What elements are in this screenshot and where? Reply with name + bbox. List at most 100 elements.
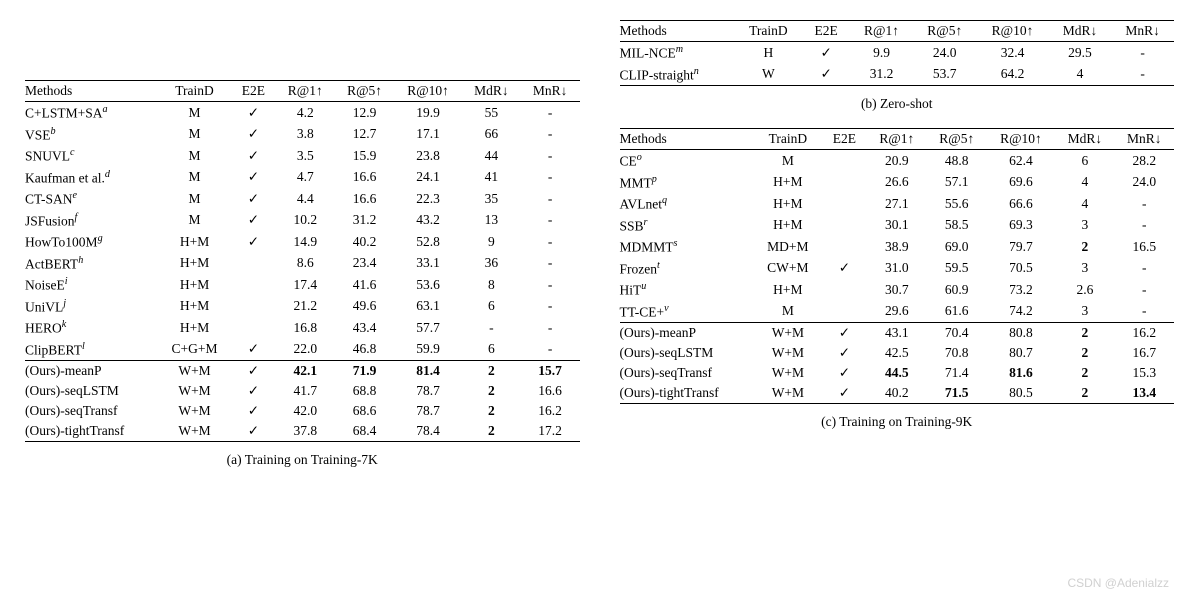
cell: 2 <box>1055 343 1114 363</box>
right-col: MethodsTrainDE2ER@1↑R@5↑R@10↑MdR↓MnR↓MIL… <box>620 20 1175 484</box>
cell: 28.2 <box>1115 150 1174 172</box>
cell: 22.3 <box>394 188 462 210</box>
cell: 53.6 <box>394 274 462 296</box>
cell: 68.6 <box>335 401 394 421</box>
col-header: TrainD <box>158 81 231 102</box>
cell: 4.7 <box>276 167 335 189</box>
method-cell: UniVLj <box>25 296 158 318</box>
cell: 41 <box>462 167 521 189</box>
cell <box>231 274 276 296</box>
cell: 2 <box>462 401 521 421</box>
check-icon <box>248 363 259 378</box>
method-cell: (Ours)-meanP <box>25 361 158 382</box>
check-icon <box>839 365 850 380</box>
cell: 2 <box>1055 236 1114 258</box>
cell: M <box>754 150 822 172</box>
cell: 2 <box>462 381 521 401</box>
cell: 58.5 <box>927 215 987 237</box>
method-cell: SNUVLc <box>25 145 158 167</box>
col-header: MnR↓ <box>1111 21 1174 42</box>
cell: 31.0 <box>867 258 927 280</box>
cell: 78.7 <box>394 381 462 401</box>
cell: M <box>158 167 231 189</box>
cell: - <box>521 102 580 124</box>
check-icon <box>839 260 850 275</box>
cell: 3.8 <box>276 124 335 146</box>
cell <box>231 124 276 146</box>
table-caption: (c) Training on Training-9K <box>620 414 1175 430</box>
method-cell: ActBERTh <box>25 253 158 275</box>
cell: 2 <box>462 421 521 442</box>
cell: W+M <box>158 361 231 382</box>
cell <box>231 167 276 189</box>
col-header: R@1↑ <box>850 21 913 42</box>
cell: H+M <box>158 317 231 339</box>
cell: 43.1 <box>867 323 927 344</box>
cell: 2 <box>1055 323 1114 344</box>
cell: 55.6 <box>927 193 987 215</box>
cell: 6 <box>1055 150 1114 172</box>
col-header: E2E <box>802 21 849 42</box>
cell: 15.7 <box>521 361 580 382</box>
cell: - <box>521 339 580 361</box>
cell <box>231 231 276 253</box>
cell: - <box>1111 42 1174 64</box>
cell: 70.5 <box>987 258 1056 280</box>
cell: 57.1 <box>927 172 987 194</box>
cell: 4.2 <box>276 102 335 124</box>
cell: 15.9 <box>335 145 394 167</box>
cell: 27.1 <box>867 193 927 215</box>
left-col: MethodsTrainDE2ER@1↑R@5↑R@10↑MdR↓MnR↓C+L… <box>25 20 580 484</box>
cell: - <box>521 210 580 232</box>
cell: 3 <box>1055 215 1114 237</box>
method-cell: ClipBERTl <box>25 339 158 361</box>
cell: 20.9 <box>867 150 927 172</box>
cell: 8 <box>462 274 521 296</box>
cell: 2 <box>1055 383 1114 404</box>
col-header: Methods <box>620 129 754 150</box>
cell: 36 <box>462 253 521 275</box>
cell: 3 <box>1055 301 1114 323</box>
cell: 33.1 <box>394 253 462 275</box>
cell: 26.6 <box>867 172 927 194</box>
cell: 68.8 <box>335 381 394 401</box>
cell <box>231 317 276 339</box>
cell <box>822 150 867 172</box>
cell: H+M <box>158 296 231 318</box>
check-icon <box>248 169 259 184</box>
cell: 32.4 <box>976 42 1048 64</box>
cell: 68.4 <box>335 421 394 442</box>
cell <box>822 236 867 258</box>
cell: 23.8 <box>394 145 462 167</box>
check-icon <box>248 423 259 438</box>
cell: 29.6 <box>867 301 927 323</box>
cell: 60.9 <box>927 279 987 301</box>
check-icon <box>248 383 259 398</box>
cell: 78.7 <box>394 401 462 421</box>
cell: 19.9 <box>394 102 462 124</box>
cell: 4 <box>1055 193 1114 215</box>
cell: 21.2 <box>276 296 335 318</box>
cell: W+M <box>158 381 231 401</box>
col-header: E2E <box>822 129 867 150</box>
method-cell: TT-CE+v <box>620 301 754 323</box>
col-header: R@1↑ <box>867 129 927 150</box>
method-cell: HowTo100Mg <box>25 231 158 253</box>
cell: 61.6 <box>927 301 987 323</box>
cell: 16.2 <box>521 401 580 421</box>
cell: 10.2 <box>276 210 335 232</box>
cell: 41.6 <box>335 274 394 296</box>
cell: 42.5 <box>867 343 927 363</box>
cell: 16.5 <box>1115 236 1174 258</box>
cell <box>231 145 276 167</box>
method-cell: CT-SANe <box>25 188 158 210</box>
cell: 44 <box>462 145 521 167</box>
cell: H+M <box>754 279 822 301</box>
tables-wrap: MethodsTrainDE2ER@1↑R@5↑R@10↑MdR↓MnR↓C+L… <box>25 20 1174 484</box>
method-cell: CLIP-straightn <box>620 64 735 86</box>
cell: 12.9 <box>335 102 394 124</box>
cell: 80.5 <box>987 383 1056 404</box>
col-header: R@5↑ <box>913 21 976 42</box>
cell <box>802 64 849 86</box>
method-cell: Kaufman et al.d <box>25 167 158 189</box>
